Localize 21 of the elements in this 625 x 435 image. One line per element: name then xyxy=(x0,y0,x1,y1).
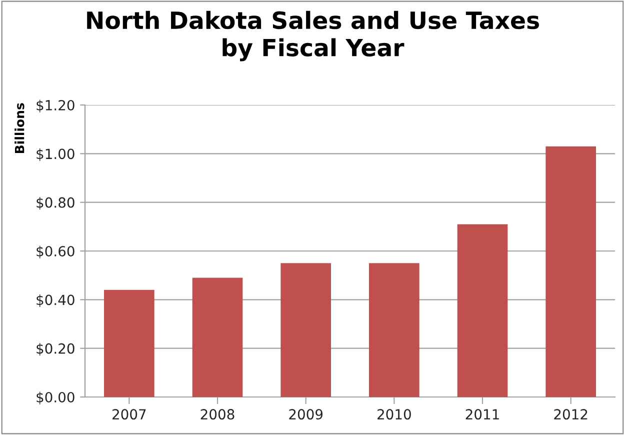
y-tick-label: $1.00 xyxy=(36,148,74,161)
bar xyxy=(546,146,596,397)
bar xyxy=(457,224,508,397)
x-tick-label: 2008 xyxy=(200,409,234,420)
bar xyxy=(368,263,420,397)
x-tick-label: 2010 xyxy=(378,409,411,420)
x-tick-label: 2009 xyxy=(289,409,323,420)
y-tick-label: $0.00 xyxy=(36,392,74,404)
y-tick-label: $0.60 xyxy=(36,246,74,258)
chart-title: North Dakota Sales and Use Taxes by Fiscal Year xyxy=(87,10,539,62)
bar xyxy=(104,290,154,397)
y-tick-label: $0.20 xyxy=(36,343,74,356)
y-axis-title: Billions xyxy=(14,103,24,154)
bar xyxy=(192,278,243,397)
x-tick-label: 2007 xyxy=(112,409,146,420)
bar xyxy=(280,263,332,397)
x-tick-label: 2012 xyxy=(554,409,588,420)
y-tick-label: $0.40 xyxy=(36,294,74,307)
y-tick-label: $1.20 xyxy=(36,100,74,112)
x-tick-label: 2011 xyxy=(466,409,499,420)
y-tick-label: $0.80 xyxy=(36,197,74,210)
